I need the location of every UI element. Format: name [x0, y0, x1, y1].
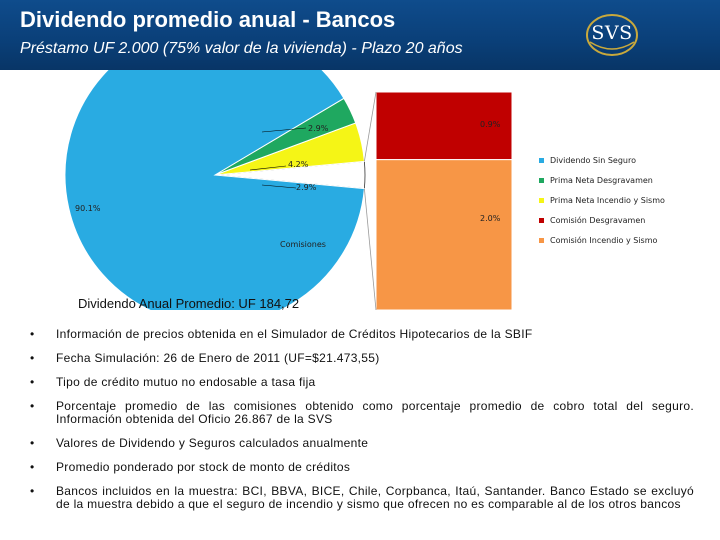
connector-line — [363, 188, 377, 310]
note-item: • Promedio ponderado por stock de monto d… — [30, 461, 694, 474]
note-item: • Valores de Dividendo y Seguros calculad… — [30, 437, 694, 450]
notes-list: • Información de precios obtenida en el S… — [30, 328, 694, 511]
note-text: Promedio ponderado por stock de monto de… — [56, 460, 351, 474]
slice-label-prima-desgravamen: 2.9% — [308, 124, 329, 133]
bar-segment-comisión-desgravamen — [375, 91, 513, 161]
bullet-icon: • — [30, 484, 35, 498]
connector-group — [249, 91, 377, 310]
slide-subtitle: Préstamo UF 2.000 (75% valor de la vivie… — [20, 40, 463, 57]
slice-label-comisiones: 2.9% — [296, 183, 317, 192]
bullet-icon: • — [30, 327, 35, 341]
bullet-icon: • — [30, 375, 35, 389]
note-item: • Bancos incluidos en la muestra: BCI, BB… — [30, 485, 694, 511]
note-text: Porcentaje promedio de las comisiones ob… — [56, 399, 694, 426]
legend-label: Comisión Desgravamen — [550, 215, 646, 225]
logo-text: SVS — [591, 22, 633, 44]
comisiones-label: Comisiones — [280, 240, 326, 249]
svs-logo: SVS — [584, 12, 640, 58]
bar-label-comision-incendio-sismo: 2.0% — [480, 214, 501, 223]
legend-item: Comisión Incendio y Sismo — [539, 230, 665, 250]
note-item: • Porcentaje promedio de las comisiones o… — [30, 400, 694, 426]
legend-swatch — [539, 197, 544, 203]
legend-item: Prima Neta Desgravamen — [539, 170, 665, 190]
bullet-icon: • — [30, 399, 35, 413]
pie-slice-dividendo-sin-seguro — [64, 70, 365, 310]
dividend-total: Dividendo Anual Promedio: UF 184,72 — [78, 296, 300, 311]
note-text: Fecha Simulación: 26 de Enero de 2011 (U… — [56, 351, 380, 365]
legend-label: Comisión Incendio y Sismo — [550, 235, 658, 245]
legend-label: Prima Neta Desgravamen — [550, 175, 653, 185]
bullet-icon: • — [30, 351, 35, 365]
note-text: Tipo de crédito mutuo no endosable a tas… — [56, 375, 316, 389]
legend-swatch — [539, 157, 544, 163]
legend-label: Prima Neta Incendio y Sismo — [550, 195, 665, 205]
note-text: Bancos incluidos en la muestra: BCI, BBV… — [56, 484, 694, 511]
note-item: • Fecha Simulación: 26 de Enero de 2011 (… — [30, 352, 694, 365]
svs-logo-emblem-icon — [586, 14, 638, 56]
connector-line — [363, 91, 377, 162]
note-item: • Información de precios obtenida en el S… — [30, 328, 694, 341]
legend-swatch — [539, 237, 544, 243]
legend-item: Dividendo Sin Seguro — [539, 150, 665, 170]
bar-label-comision-desgravamen: 0.9% — [480, 120, 501, 129]
label-leader-line — [261, 184, 297, 189]
chart-legend: Dividendo Sin Seguro Prima Neta Desgrava… — [539, 150, 665, 250]
note-item: • Tipo de crédito mutuo no endosable a ta… — [30, 376, 694, 389]
legend-swatch — [539, 217, 544, 223]
slice-label-prima-incendio-sismo: 4.2% — [288, 160, 309, 169]
legend-item: Comisión Desgravamen — [539, 210, 665, 230]
label-leader-line — [261, 127, 307, 133]
slice-label-dividendo-sin-seguro: 90.1% — [75, 204, 101, 213]
note-text: Información de precios obtenida en el Si… — [56, 327, 533, 341]
slide-title: Dividendo promedio anual - Bancos — [20, 7, 396, 32]
bullet-icon: • — [30, 436, 35, 450]
legend-swatch — [539, 177, 544, 183]
breakdown-bar-group — [375, 91, 513, 310]
pie-group — [64, 70, 366, 310]
header-banner: Dividendo promedio anual - Bancos Présta… — [0, 0, 720, 70]
note-text: Valores de Dividendo y Seguros calculado… — [56, 436, 369, 450]
bullet-icon: • — [30, 460, 35, 474]
legend-item: Prima Neta Incendio y Sismo — [539, 190, 665, 210]
bar-segment-comisión-incendio-y-sismo — [375, 159, 513, 310]
label-leader-line — [249, 165, 287, 171]
dividend-breakdown-chart — [64, 70, 513, 310]
legend-label: Dividendo Sin Seguro — [550, 155, 636, 165]
